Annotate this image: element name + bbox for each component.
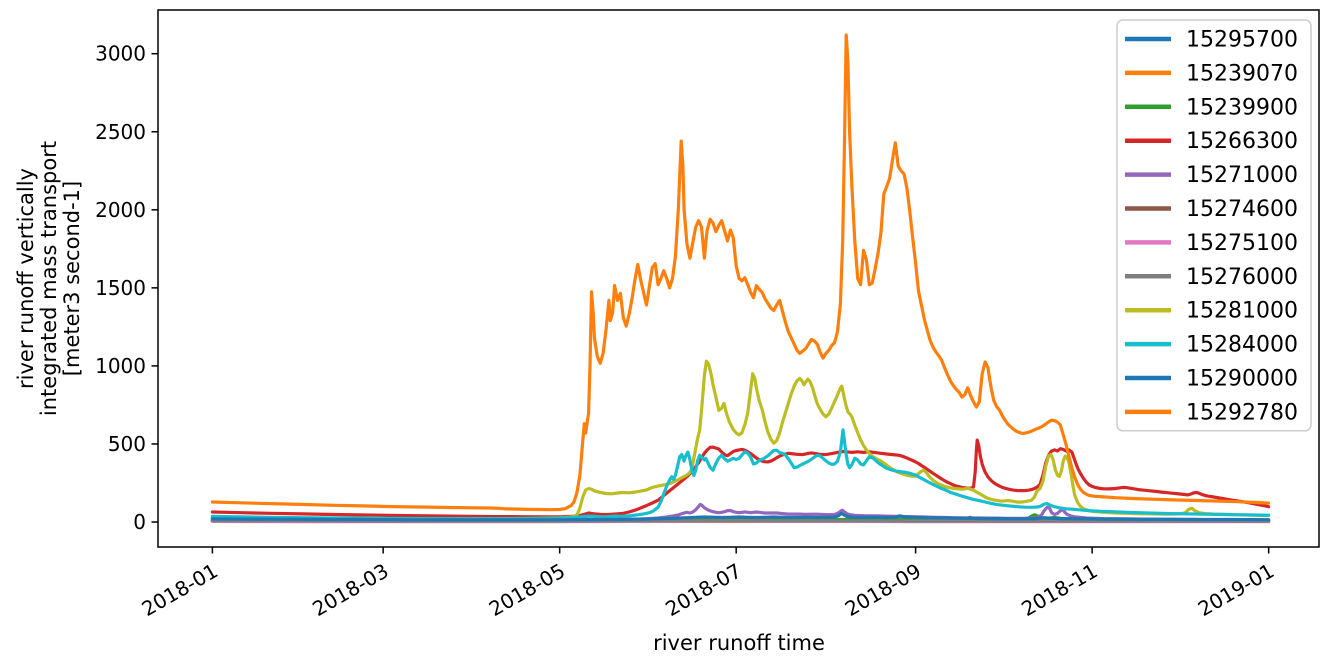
x-tick-label: 2019-01 xyxy=(1194,559,1278,622)
legend-item: 15239070 xyxy=(1125,61,1298,86)
legend-label: 15295700 xyxy=(1186,28,1298,53)
series-lines xyxy=(210,33,1271,524)
x-tick-label: 2018-01 xyxy=(138,559,222,622)
series-line-15290000 xyxy=(210,511,1271,522)
legend-item: 15295700 xyxy=(1125,28,1298,53)
legend-item: 15275100 xyxy=(1125,231,1298,256)
y-tick-label: 3000 xyxy=(95,42,146,66)
axes: 2018-01 2018-03 2018-05 2018-07 2018-09 2018-… xyxy=(95,42,1278,621)
y-tick-label: 500 xyxy=(108,432,146,456)
x-axis-label: river runoff time xyxy=(653,631,825,655)
legend-label: 15281000 xyxy=(1186,299,1298,324)
legend-item: 15271000 xyxy=(1125,163,1298,188)
y-tick-label: 1000 xyxy=(95,354,146,378)
legend-label: 15271000 xyxy=(1186,163,1298,188)
legend-label: 15275100 xyxy=(1186,231,1298,256)
x-tick-label: 2018-09 xyxy=(841,559,925,622)
y-axis-label: river runoff vertically integrated mass t… xyxy=(14,141,84,416)
legend-label: 15274600 xyxy=(1186,197,1298,222)
x-tick-label: 2018-03 xyxy=(308,559,392,622)
x-tick-label: 2018-05 xyxy=(485,559,569,622)
y-axis-label-line: [meter3 second-1] xyxy=(60,181,84,376)
x-tick-label: 2018-11 xyxy=(1017,559,1101,622)
legend-label: 15290000 xyxy=(1186,367,1298,392)
legend-label: 15239070 xyxy=(1186,61,1298,86)
legend-item: 15292780 xyxy=(1125,400,1298,425)
legend-label: 15276000 xyxy=(1186,265,1298,290)
x-tick-label: 2018-07 xyxy=(661,559,745,622)
plot-border xyxy=(157,9,1320,548)
legend: 15295700 15239070 15239900 15266300 15271000… xyxy=(1116,19,1312,432)
legend-box xyxy=(1116,19,1312,432)
series-line-15284000 xyxy=(210,428,1271,521)
legend-item: 15284000 xyxy=(1125,333,1298,358)
series-line-15281000 xyxy=(210,359,1271,521)
y-axis-label-line: river runoff vertically xyxy=(14,168,38,389)
y-tick-label: 0 xyxy=(133,510,146,534)
legend-item: 15276000 xyxy=(1125,265,1298,290)
legend-item: 15274600 xyxy=(1125,197,1298,222)
legend-item: 15239900 xyxy=(1125,95,1298,120)
series-line-15292780 xyxy=(210,33,1271,512)
legend-label: 15284000 xyxy=(1186,333,1298,358)
y-tick-label: 2500 xyxy=(95,120,146,144)
legend-item: 15281000 xyxy=(1125,299,1298,324)
legend-item: 15290000 xyxy=(1125,367,1298,392)
legend-item: 15266300 xyxy=(1125,129,1298,154)
y-tick-label: 2000 xyxy=(95,198,146,222)
legend-label: 15239900 xyxy=(1186,95,1298,120)
y-tick-label: 1500 xyxy=(95,276,146,300)
y-axis-label-line: integrated mass transport xyxy=(37,141,61,416)
legend-label: 15266300 xyxy=(1186,129,1298,154)
series-line-15271000 xyxy=(210,502,1271,523)
legend-label: 15292780 xyxy=(1186,400,1298,425)
